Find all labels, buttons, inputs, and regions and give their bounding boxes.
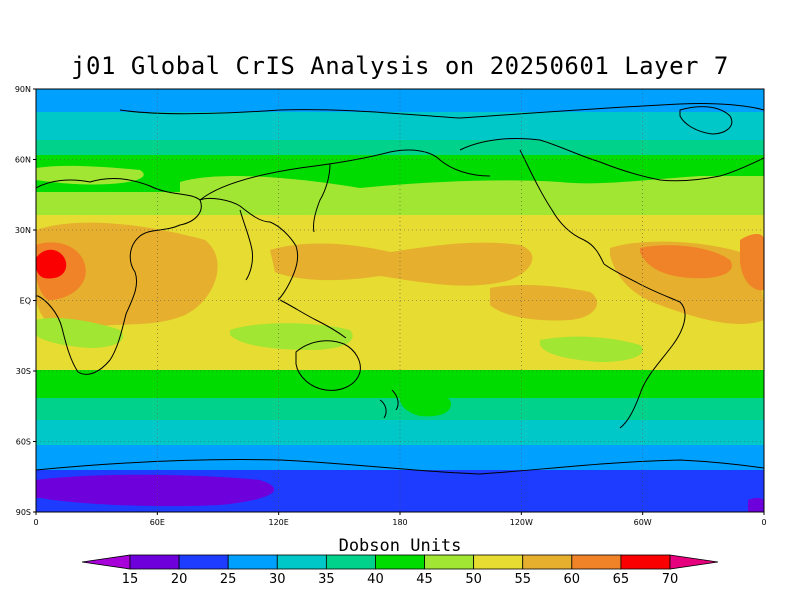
- ozone-band: [36, 89, 764, 112]
- lat-tick-label: 30S: [16, 367, 31, 376]
- coastline: [239, 209, 253, 281]
- colorbar-label: 55: [514, 572, 531, 587]
- coastline: [603, 263, 686, 429]
- ozone-contour: [36, 249, 67, 279]
- colorbar-segment: [129, 554, 180, 570]
- coastline: [379, 389, 399, 419]
- coastline: [199, 149, 491, 201]
- lon-tick-label: 120E: [269, 518, 289, 527]
- colorbar-title: Dobson Units: [338, 536, 462, 556]
- ozone-contour: [740, 234, 764, 291]
- coastline: [519, 149, 605, 265]
- colorbar-label: 35: [318, 572, 335, 587]
- map-grid: [36, 89, 764, 512]
- colorbar-label: 45: [416, 572, 433, 587]
- colorbar-label: 50: [465, 572, 482, 587]
- lon-tick-label: 60W: [634, 518, 652, 527]
- lat-tick-label: 60N: [15, 156, 31, 165]
- colorbar-label: 15: [122, 572, 139, 587]
- colorbar-segment: [276, 554, 327, 570]
- colorbar-segment: [473, 554, 524, 570]
- colorbar-segment: [424, 554, 475, 570]
- colorbar-label: 65: [613, 572, 630, 587]
- lon-tick-label: 0: [33, 518, 38, 527]
- colorbar-label: 20: [171, 572, 188, 587]
- coastline: [679, 106, 733, 135]
- ozone-band: [36, 420, 764, 445]
- colorbar-label: 25: [220, 572, 237, 587]
- colorbar-segment: [522, 554, 573, 570]
- lon-tick-label: 180: [392, 518, 407, 527]
- coastlines: [36, 102, 764, 475]
- chart-title: j01 Global CrIS Analysis on 20250601 Lay…: [71, 52, 729, 80]
- lat-tick-label: 30N: [15, 226, 31, 235]
- ozone-contour: [230, 323, 353, 350]
- lon-tick-label: 120W: [510, 518, 533, 527]
- lat-tick-label: 90S: [16, 508, 31, 517]
- colorbar-segment: [571, 554, 622, 570]
- lat-tick-label: 60S: [16, 438, 31, 447]
- ozone-contour: [270, 242, 533, 286]
- ozone-contour: [36, 318, 124, 348]
- colorbar-label: 30: [269, 572, 286, 587]
- lon-tick-label: 60E: [150, 518, 165, 527]
- coastline: [36, 458, 764, 475]
- coastline: [199, 197, 299, 301]
- ozone-band: [36, 140, 764, 155]
- coastline: [119, 102, 764, 119]
- colorbar-low-arrow: [81, 554, 131, 570]
- coastline: [313, 163, 331, 233]
- colorbar-high-arrow: [669, 554, 719, 570]
- ozone-contour: [399, 390, 451, 417]
- colorbar-segment: [325, 554, 376, 570]
- ozone-contour: [36, 222, 218, 331]
- ozone-contour: [490, 285, 598, 321]
- ozone-contour: [640, 245, 732, 279]
- lon-tick-label: 0: [761, 518, 766, 527]
- ozone-contour: [748, 497, 764, 512]
- colorbar-segment: [178, 554, 229, 570]
- colorbar-segment: [227, 554, 278, 570]
- colorbar-label: 40: [367, 572, 384, 587]
- colorbar-label: 60: [564, 572, 581, 587]
- lat-tick-label: EQ: [20, 297, 31, 306]
- colorbar-segment: [620, 554, 671, 570]
- coastline: [459, 138, 764, 182]
- colorbar: 15 20 25 30 35 40 45 50 55 60 65 70: [81, 554, 719, 587]
- colorbar-label: 70: [662, 572, 679, 587]
- ozone-contour: [36, 474, 275, 507]
- coastline: [36, 178, 202, 375]
- ozone-contour: [180, 175, 764, 213]
- coastline: [279, 299, 347, 339]
- ozone-contour: [540, 336, 643, 362]
- lat-tick-label: 90N: [15, 85, 31, 94]
- coastline: [295, 340, 361, 391]
- colorbar-segment: [375, 554, 425, 570]
